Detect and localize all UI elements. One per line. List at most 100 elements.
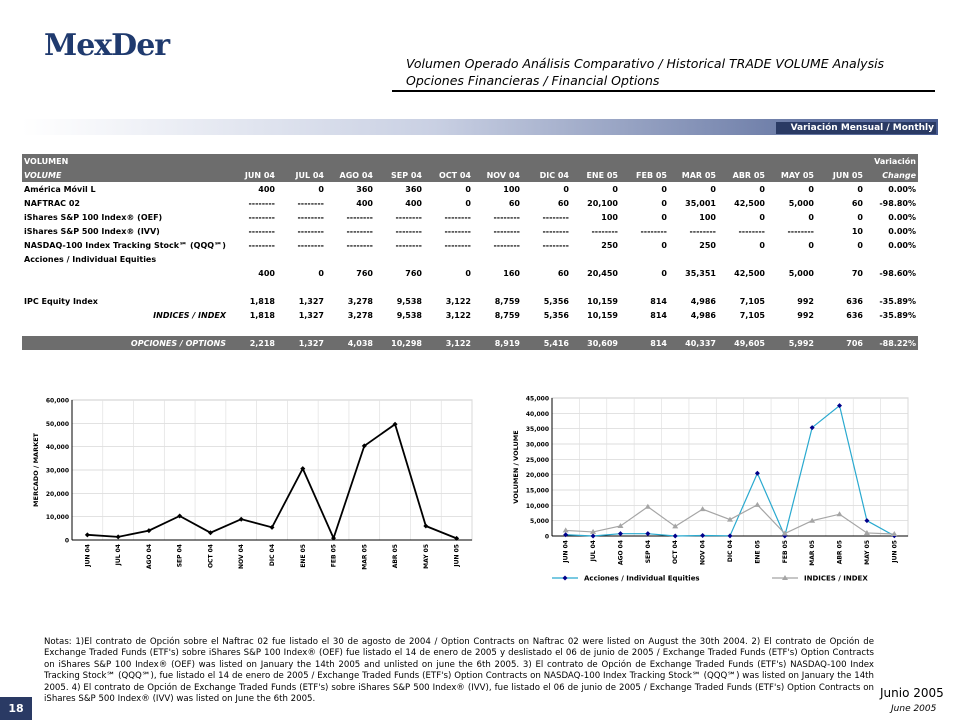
total-value: 706 <box>816 336 865 350</box>
header-blank <box>571 154 620 168</box>
row-change: 0.00% <box>888 184 916 194</box>
table-row: NAFTRAC 02 -------- -------- 400 400 0 60 60 20,… <box>22 196 918 210</box>
series-point <box>754 470 760 476</box>
mexder-logo: MexDer <box>44 28 170 63</box>
row-change: 0.00% <box>888 226 916 236</box>
series-point <box>644 503 651 509</box>
legend-label: Acciones / Individual Equities <box>584 575 700 583</box>
row-label: NAFTRAC 02 <box>24 198 80 208</box>
row-value: 400 <box>258 184 275 194</box>
series-point <box>207 530 213 536</box>
row-value: -------- <box>493 226 520 236</box>
header-month: DIC 04 <box>522 168 571 182</box>
row-label: INDICES / INDEX <box>153 310 226 320</box>
y-tick-label: 5,000 <box>530 518 549 525</box>
x-tick-label: NOV 04 <box>238 544 245 569</box>
x-tick-label: SEP 04 <box>177 544 184 567</box>
header-blank <box>228 154 277 168</box>
header-change: Change <box>865 168 918 182</box>
total-row: OPCIONES / OPTIONS 2,218 1,327 4,038 10,298 3… <box>22 336 918 350</box>
row-value: 814 <box>650 310 667 320</box>
row-value: 760 <box>405 268 422 278</box>
row-value: 1,818 <box>249 296 275 306</box>
header-month: MAR 05 <box>669 168 718 182</box>
y-tick-label: 30,000 <box>46 468 69 475</box>
row-value <box>816 252 865 266</box>
row-value: -------- <box>444 212 471 222</box>
table-row: América Móvil L 400 0 360 360 0 100 0 0 0 0 0 0 0 0.00… <box>22 182 918 196</box>
spacer-cell <box>865 280 918 294</box>
x-tick-label: JUL 04 <box>115 544 122 566</box>
row-value: 0 <box>710 184 716 194</box>
series-point <box>809 425 815 431</box>
y-tick-label: 20,000 <box>46 491 69 498</box>
x-tick-label: ENE 05 <box>754 540 761 564</box>
row-value: -------- <box>297 240 324 250</box>
row-value: 42,500 <box>734 268 765 278</box>
row-value: 636 <box>846 296 863 306</box>
x-tick-label: MAR 05 <box>809 540 816 566</box>
market-volume-chart: 0 10,000 20,000 30,000 40,000 50,000 60,000 JUN… <box>32 398 473 570</box>
header-month: MAY 05 <box>767 168 816 182</box>
date-es: Junio 2005 <box>880 686 944 700</box>
x-tick-label: AGO 04 <box>146 544 153 569</box>
header-month: SEP 04 <box>375 168 424 182</box>
row-value: -------- <box>493 212 520 222</box>
header-volumen: VOLUMEN <box>22 154 228 168</box>
row-value: -------- <box>738 226 765 236</box>
row-value: 814 <box>650 296 667 306</box>
row-value <box>571 252 620 266</box>
row-value: 0 <box>759 212 765 222</box>
row-value: 100 <box>503 184 520 194</box>
row-label: América Móvil L <box>24 184 96 194</box>
row-value: 35,001 <box>685 198 716 208</box>
header-blank <box>718 154 767 168</box>
row-value: 9,538 <box>396 310 422 320</box>
row-change: -98.60% <box>879 268 916 278</box>
x-tick-label: MAY 05 <box>864 540 871 565</box>
row-value: 0 <box>465 198 471 208</box>
y-tick-label: 35,000 <box>526 426 549 433</box>
row-value: 0 <box>808 240 814 250</box>
series-point <box>863 529 870 535</box>
row-value: 35,351 <box>685 268 716 278</box>
row-value: 250 <box>601 240 618 250</box>
spacer-cell <box>326 280 375 294</box>
series-point <box>864 518 870 524</box>
row-value: 0 <box>759 240 765 250</box>
row-value: 5,000 <box>788 268 814 278</box>
page-subtitle: Opciones Financieras / Financial Options <box>406 73 660 88</box>
x-tick-label: OCT 04 <box>672 540 679 564</box>
series-point <box>269 524 275 530</box>
table-row: iShares S&P 100 Index® (OEF) -------- ----… <box>22 210 918 224</box>
table-row: INDICES / INDEX 1,818 1,327 3,278 9,538 3,122… <box>22 308 918 322</box>
x-tick-label: MAY 05 <box>423 544 430 569</box>
row-value <box>277 252 326 266</box>
row-value: -------- <box>542 212 569 222</box>
row-value: -------- <box>542 226 569 236</box>
row-value: 60 <box>557 268 569 278</box>
spacer-cell <box>22 322 228 336</box>
row-value: 5,356 <box>543 296 569 306</box>
total-value: 4,038 <box>326 336 375 350</box>
y-tick-label: 10,000 <box>526 503 549 510</box>
row-value: 1,327 <box>298 296 324 306</box>
row-value: 7,105 <box>739 310 765 320</box>
header-blank <box>669 154 718 168</box>
series-point <box>645 531 651 537</box>
row-value: 760 <box>356 268 373 278</box>
spacer-cell <box>767 280 816 294</box>
spacer-cell <box>816 280 865 294</box>
header-month: NOV 04 <box>473 168 522 182</box>
table-row: Acciones / Individual Equities <box>22 252 918 266</box>
x-tick-label: ABR 05 <box>392 544 399 568</box>
table-row: 400 0 760 760 0 160 60 20,450 0 35,351 42,500 5,000… <box>22 266 918 280</box>
y-tick-label: 60,000 <box>46 398 69 405</box>
total-value: 1,327 <box>277 336 326 350</box>
row-label: IPC Equity Index <box>24 296 98 306</box>
spacer-cell <box>865 322 918 336</box>
row-value: -------- <box>591 226 618 236</box>
table-header-row: VOLUMEN Variación <box>22 154 918 168</box>
row-change: 0.00% <box>888 240 916 250</box>
row-value <box>620 252 669 266</box>
